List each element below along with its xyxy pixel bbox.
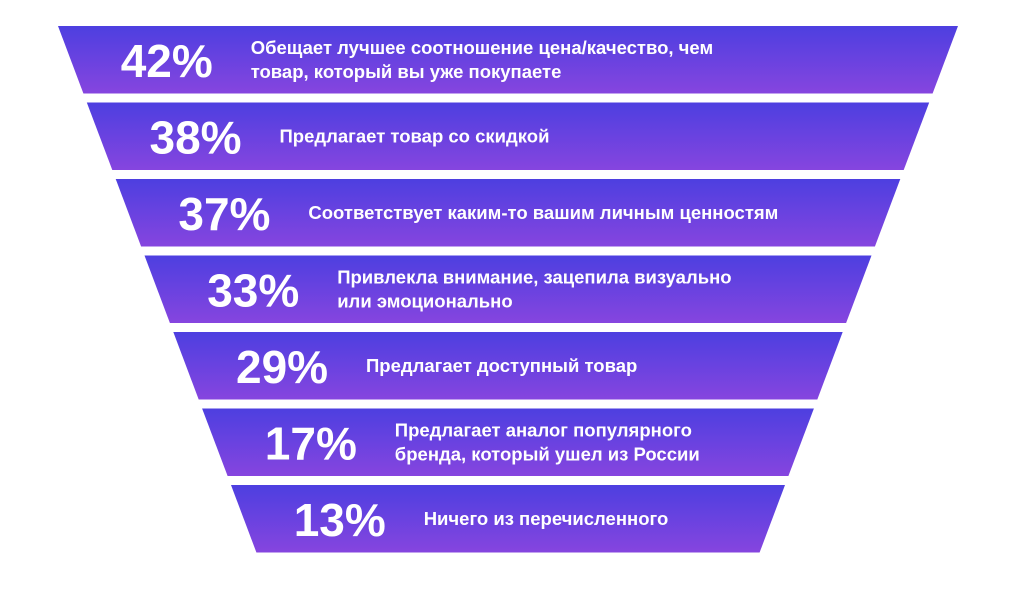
funnel-value-2: 38% <box>150 111 242 163</box>
funnel-label-6-line-2: бренда, который ушел из России <box>395 443 700 464</box>
funnel-label-6-line-1: Предлагает аналог популярного <box>395 419 692 440</box>
funnel-value-1: 42% <box>121 35 213 87</box>
funnel-value-3: 37% <box>178 188 270 240</box>
funnel-label-4-line-2: или эмоционально <box>337 290 512 311</box>
funnel-band-1 <box>58 26 958 94</box>
funnel-band-4 <box>144 255 872 323</box>
funnel-band-3 <box>115 179 901 247</box>
funnel-band-5 <box>173 332 843 400</box>
funnel-value-7: 13% <box>294 494 386 546</box>
funnel-label-1-line-2: товар, который вы уже покупаете <box>251 61 562 82</box>
funnel-label-4-line-1: Привлекла внимание, зацепила визуально <box>337 266 731 287</box>
funnel-value-4: 33% <box>207 264 299 316</box>
funnel-value-5: 29% <box>236 341 328 393</box>
funnel-value-6: 17% <box>265 417 357 469</box>
funnel-label-3-line-1: Соответствует каким-то вашим личным ценн… <box>308 202 778 223</box>
funnel-label-7-line-1: Ничего из перечисленного <box>424 508 669 529</box>
funnel-label-2-line-1: Предлагает товар со скидкой <box>280 125 550 146</box>
funnel-label-5-line-1: Предлагает доступный товар <box>366 355 637 376</box>
funnel-label-1-line-1: Обещает лучшее соотношение цена/качество… <box>251 37 713 58</box>
funnel-band-7 <box>231 485 785 553</box>
funnel-band-6 <box>202 408 814 476</box>
funnel-band-2 <box>86 102 930 170</box>
